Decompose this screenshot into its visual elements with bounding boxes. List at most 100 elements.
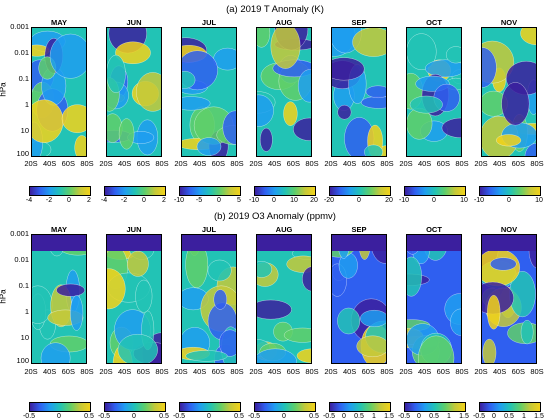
colorbar-tick-label: -20 — [323, 197, 335, 204]
colorbar-tick-label: 0 — [282, 413, 286, 420]
x-tick-label: 40S — [42, 159, 57, 168]
colorbar-tick-label: 0.5 — [309, 413, 319, 420]
contour-panel — [406, 27, 462, 157]
colorbar-tick-label: 0 — [492, 413, 496, 420]
colorbar-tick-label: 0 — [342, 413, 346, 420]
contour-panel — [406, 234, 462, 364]
x-tick-label: 60S — [286, 367, 300, 376]
contour-blob — [418, 335, 455, 363]
contour-panel — [256, 27, 312, 157]
contour-blob — [302, 266, 311, 292]
x-tick-label: 80S — [80, 159, 94, 168]
colorbar — [254, 186, 316, 196]
colorbar-tick-label: -0.5 — [472, 413, 486, 420]
colorbar-tick-label: -10 — [398, 197, 410, 204]
y-tick-label: 0.01 — [14, 255, 29, 264]
contour-blob — [407, 33, 437, 70]
x-tick-label: 40S — [267, 159, 282, 168]
x-tick-label: 80S — [380, 159, 394, 168]
x-tick-label: 20S — [24, 159, 38, 168]
colorbar-tick-label: -2 — [45, 197, 53, 204]
y-tick-label: 0.1 — [18, 74, 29, 83]
contour-plot — [182, 235, 236, 363]
colorbar — [104, 186, 166, 196]
panel-month-title: JUL — [201, 18, 217, 27]
contour-blob — [365, 85, 386, 98]
x-tick-label: 20S — [174, 367, 188, 376]
contour-blob — [115, 41, 151, 64]
colorbar-tick-label: -0.5 — [322, 413, 336, 420]
colorbar-tick-label: -0.5 — [397, 413, 411, 420]
x-tick-label: 40S — [267, 367, 282, 376]
colorbar-tick-label: 0 — [142, 197, 146, 204]
colorbar-tick-label: 1.5 — [459, 413, 469, 420]
contour-plot — [32, 28, 86, 156]
panel-month-title: OCT — [426, 18, 442, 27]
x-tick-label: 80S — [155, 367, 169, 376]
colorbar-tick-label: -4 — [100, 197, 108, 204]
contour-blob — [487, 295, 501, 330]
contour-panel — [256, 234, 312, 364]
upper-depletion-band — [182, 235, 236, 251]
colorbar-tick-label: 20 — [385, 197, 393, 204]
upper-depletion-band — [407, 235, 461, 251]
y-tick-label: 10 — [20, 333, 29, 342]
colorbar-tick-label: 0 — [507, 197, 511, 204]
panel-month-title: SEP — [351, 225, 367, 234]
contour-blob — [524, 143, 536, 156]
contour-blob — [118, 118, 135, 150]
x-tick-label: 60S — [436, 367, 450, 376]
contour-blob — [257, 28, 271, 48]
contour-blob — [135, 279, 153, 313]
x-tick-label: 80S — [530, 159, 544, 168]
contour-blob — [520, 320, 534, 345]
contour-blob — [356, 335, 386, 357]
contour-blob — [520, 28, 536, 46]
colorbar-tick-label: 0.5 — [84, 413, 94, 420]
panel-month-title: JUL — [201, 225, 217, 234]
contour-blob — [496, 134, 522, 147]
contour-blob — [450, 308, 461, 336]
contour-blob — [425, 59, 461, 78]
contour-blob — [56, 283, 85, 297]
x-tick-label: 20S — [399, 367, 413, 376]
contour-panel — [106, 234, 162, 364]
x-tick-label: 20S — [324, 367, 338, 376]
contour-blob — [213, 289, 227, 310]
contour-plot — [407, 235, 461, 363]
contour-plot — [257, 28, 311, 156]
colorbar — [329, 402, 391, 412]
contour-panel — [181, 234, 237, 364]
colorbar-tick-label: 0 — [67, 197, 71, 204]
x-tick-label: 40S — [417, 159, 432, 168]
contour-blob — [196, 137, 222, 156]
contour-panel — [331, 234, 387, 364]
upper-depletion-band — [257, 235, 311, 251]
contour-blob — [407, 256, 422, 297]
x-tick-label: 40S — [492, 367, 507, 376]
colorbar — [254, 402, 316, 412]
contour-blob — [70, 295, 84, 331]
contour-blob — [286, 255, 311, 273]
colorbar-tick-label: 1 — [372, 413, 376, 420]
x-tick-label: 20S — [399, 159, 413, 168]
contour-plot — [107, 235, 161, 363]
contour-blob — [337, 307, 360, 335]
contour-blob — [446, 46, 461, 64]
contour-blob — [182, 71, 196, 89]
contour-blob — [293, 117, 311, 141]
colorbar-tick-label: 10 — [535, 197, 543, 204]
y-axis-label: hPa — [0, 82, 8, 97]
colorbar-tick-label: -10 — [248, 197, 260, 204]
colorbar-tick-label: 10 — [290, 197, 298, 204]
contour-panel — [106, 27, 162, 157]
colorbar-tick-label: 2 — [162, 197, 166, 204]
x-tick-label: 20S — [99, 367, 113, 376]
x-tick-label: 40S — [417, 367, 432, 376]
contour-blob — [482, 47, 497, 88]
x-tick-label: 80S — [305, 159, 319, 168]
colorbar-tick-label: -0.5 — [22, 413, 36, 420]
panel-month-title: AUG — [275, 18, 293, 27]
panel-month-title: NOV — [500, 225, 518, 234]
x-tick-label: 60S — [61, 367, 75, 376]
